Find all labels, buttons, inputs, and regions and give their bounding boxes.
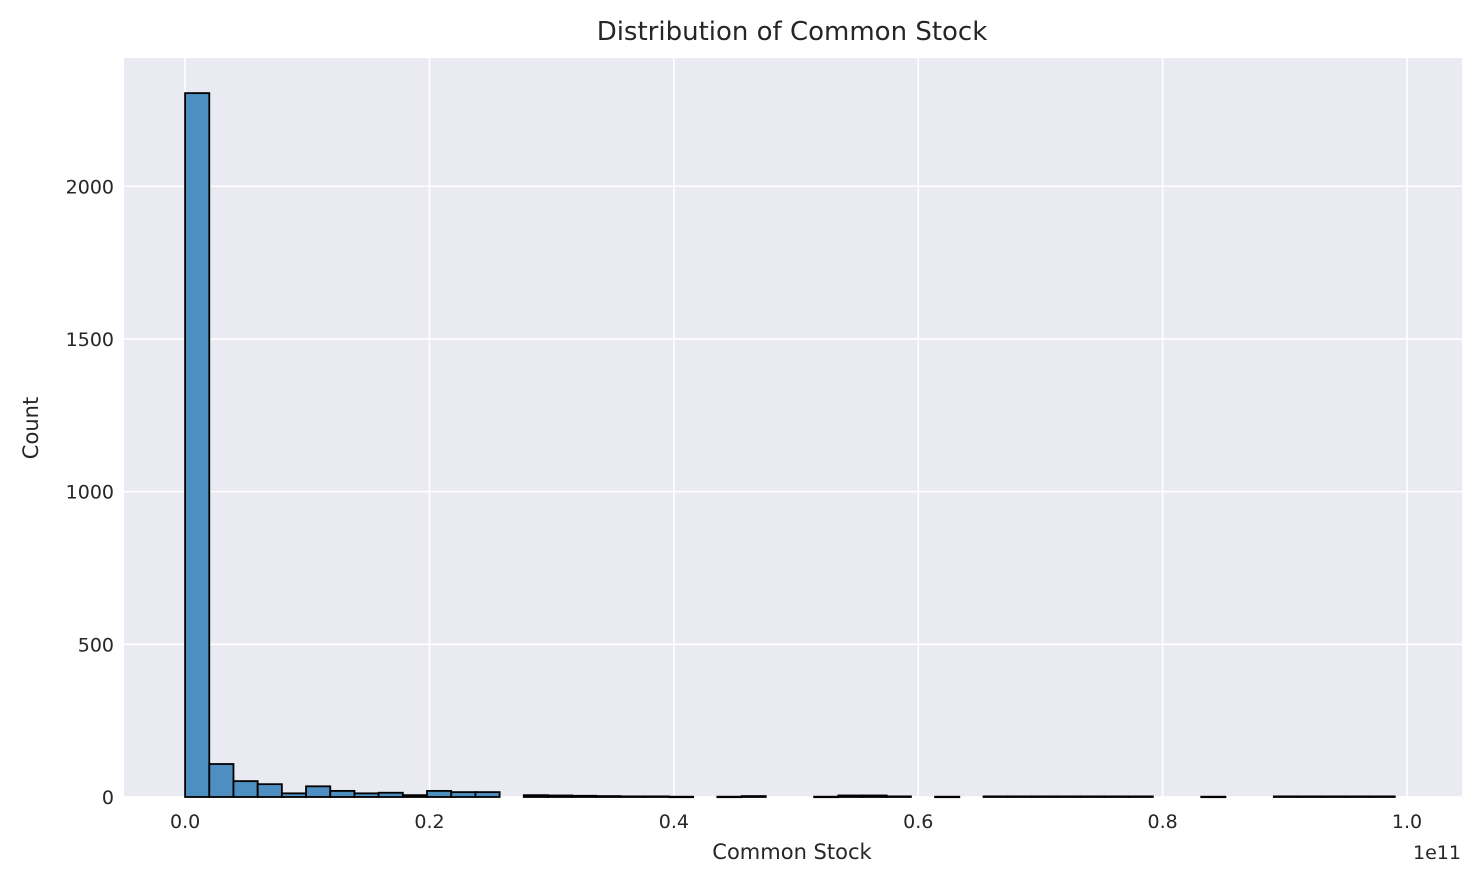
histogram-bar — [522, 794, 549, 798]
histogram-bar — [716, 795, 743, 799]
histogram-bar — [1079, 795, 1106, 798]
histogram-bars — [184, 92, 1396, 799]
x-tick-label: 0.2 — [414, 811, 444, 833]
histogram-bar — [208, 763, 235, 798]
y-tick-label: 1500 — [66, 329, 114, 351]
histogram-bar — [619, 795, 646, 798]
histogram-bar — [1006, 795, 1033, 798]
y-tick-label: 2000 — [66, 176, 114, 198]
histogram-bar — [353, 792, 380, 798]
histogram-bar — [450, 791, 477, 798]
histogram-bar — [1297, 795, 1324, 798]
histogram-bar — [885, 795, 912, 798]
chart-title: Distribution of Common Stock — [597, 17, 988, 47]
histogram-bar — [305, 785, 332, 798]
histogram-bar — [377, 791, 404, 798]
x-axis-ticks: 0.0 0.2 0.4 0.6 0.8 1.0 — [170, 811, 1422, 833]
x-tick-label: 0.6 — [903, 811, 933, 833]
histogram-bar — [740, 795, 767, 798]
histogram-bar — [934, 795, 961, 799]
histogram-bar — [861, 794, 888, 798]
histogram-bar — [426, 789, 453, 798]
histogram-bar — [1345, 795, 1372, 798]
x-axis-label: Common Stock — [712, 840, 872, 864]
x-tick-label: 0.4 — [659, 811, 689, 833]
histogram-bar — [1030, 795, 1057, 798]
histogram-bar — [595, 795, 622, 798]
x-tick-label: 0.0 — [170, 811, 200, 833]
y-tick-label: 500 — [78, 634, 114, 656]
y-axis-label: Count — [19, 397, 43, 459]
histogram-bar — [1127, 795, 1154, 798]
histogram-bar — [184, 92, 211, 798]
histogram-bar — [571, 794, 598, 798]
histogram-bar — [1200, 795, 1227, 799]
histogram-bar — [1369, 795, 1396, 798]
y-tick-label: 1000 — [66, 482, 114, 504]
histogram-bar — [982, 795, 1009, 798]
x-tick-label: 1.0 — [1392, 811, 1422, 833]
histogram-bar — [232, 780, 259, 798]
y-tick-label: 0 — [102, 787, 114, 809]
histogram-bar — [256, 783, 283, 798]
histogram-bar — [329, 789, 356, 798]
histogram-bar — [668, 795, 695, 799]
x-axis-offset-label: 1e11 — [1413, 842, 1461, 864]
y-axis-ticks: 0 500 1000 1500 2000 — [66, 176, 114, 809]
histogram-bar — [813, 795, 840, 799]
histogram-bar — [1103, 795, 1130, 798]
histogram-bar — [837, 794, 864, 798]
histogram-bar — [1055, 795, 1082, 798]
histogram-bar — [1272, 795, 1299, 798]
histogram-bar — [1321, 795, 1348, 798]
histogram-bar — [474, 791, 501, 798]
plot-area — [124, 58, 1462, 797]
histogram-bar — [280, 792, 307, 798]
histogram-bar — [401, 794, 428, 798]
histogram-bar — [643, 795, 670, 798]
x-tick-label: 0.8 — [1148, 811, 1178, 833]
histogram-bar — [547, 794, 574, 798]
